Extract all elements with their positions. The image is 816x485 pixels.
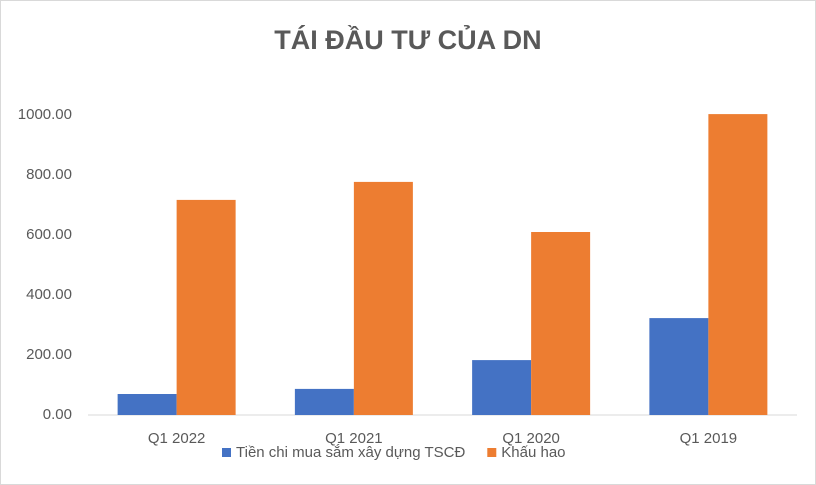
legend-swatch: [222, 448, 231, 457]
bar: [117, 394, 177, 415]
x-tick-label: Q1 2022: [148, 430, 206, 447]
y-tick-label: 0.00: [43, 406, 72, 423]
bar: [531, 232, 591, 415]
y-tick-label: 200.00: [26, 346, 72, 363]
bar: [353, 181, 413, 415]
y-tick-label: 400.00: [26, 286, 72, 303]
legend-swatch: [487, 448, 497, 457]
bar: [472, 360, 532, 415]
x-tick-label: Q1 2019: [680, 430, 738, 447]
legend-label: Tiền chi mua sắm xây dựng TSCĐ: [236, 444, 465, 461]
bar: [176, 199, 236, 415]
y-tick-label: 1000.00: [18, 106, 72, 123]
chart-title: TÁI ĐẦU TƯ CỦA DN: [274, 23, 541, 55]
legend-label: Khấu hao: [501, 444, 565, 461]
x-tick-label: Q1 2020: [502, 430, 560, 447]
x-tick-label: Q1 2021: [325, 430, 383, 447]
bar: [649, 318, 709, 415]
y-tick-label: 800.00: [26, 166, 72, 183]
bar: [294, 388, 354, 415]
y-tick-label: 600.00: [26, 226, 72, 243]
bar: [708, 114, 768, 415]
